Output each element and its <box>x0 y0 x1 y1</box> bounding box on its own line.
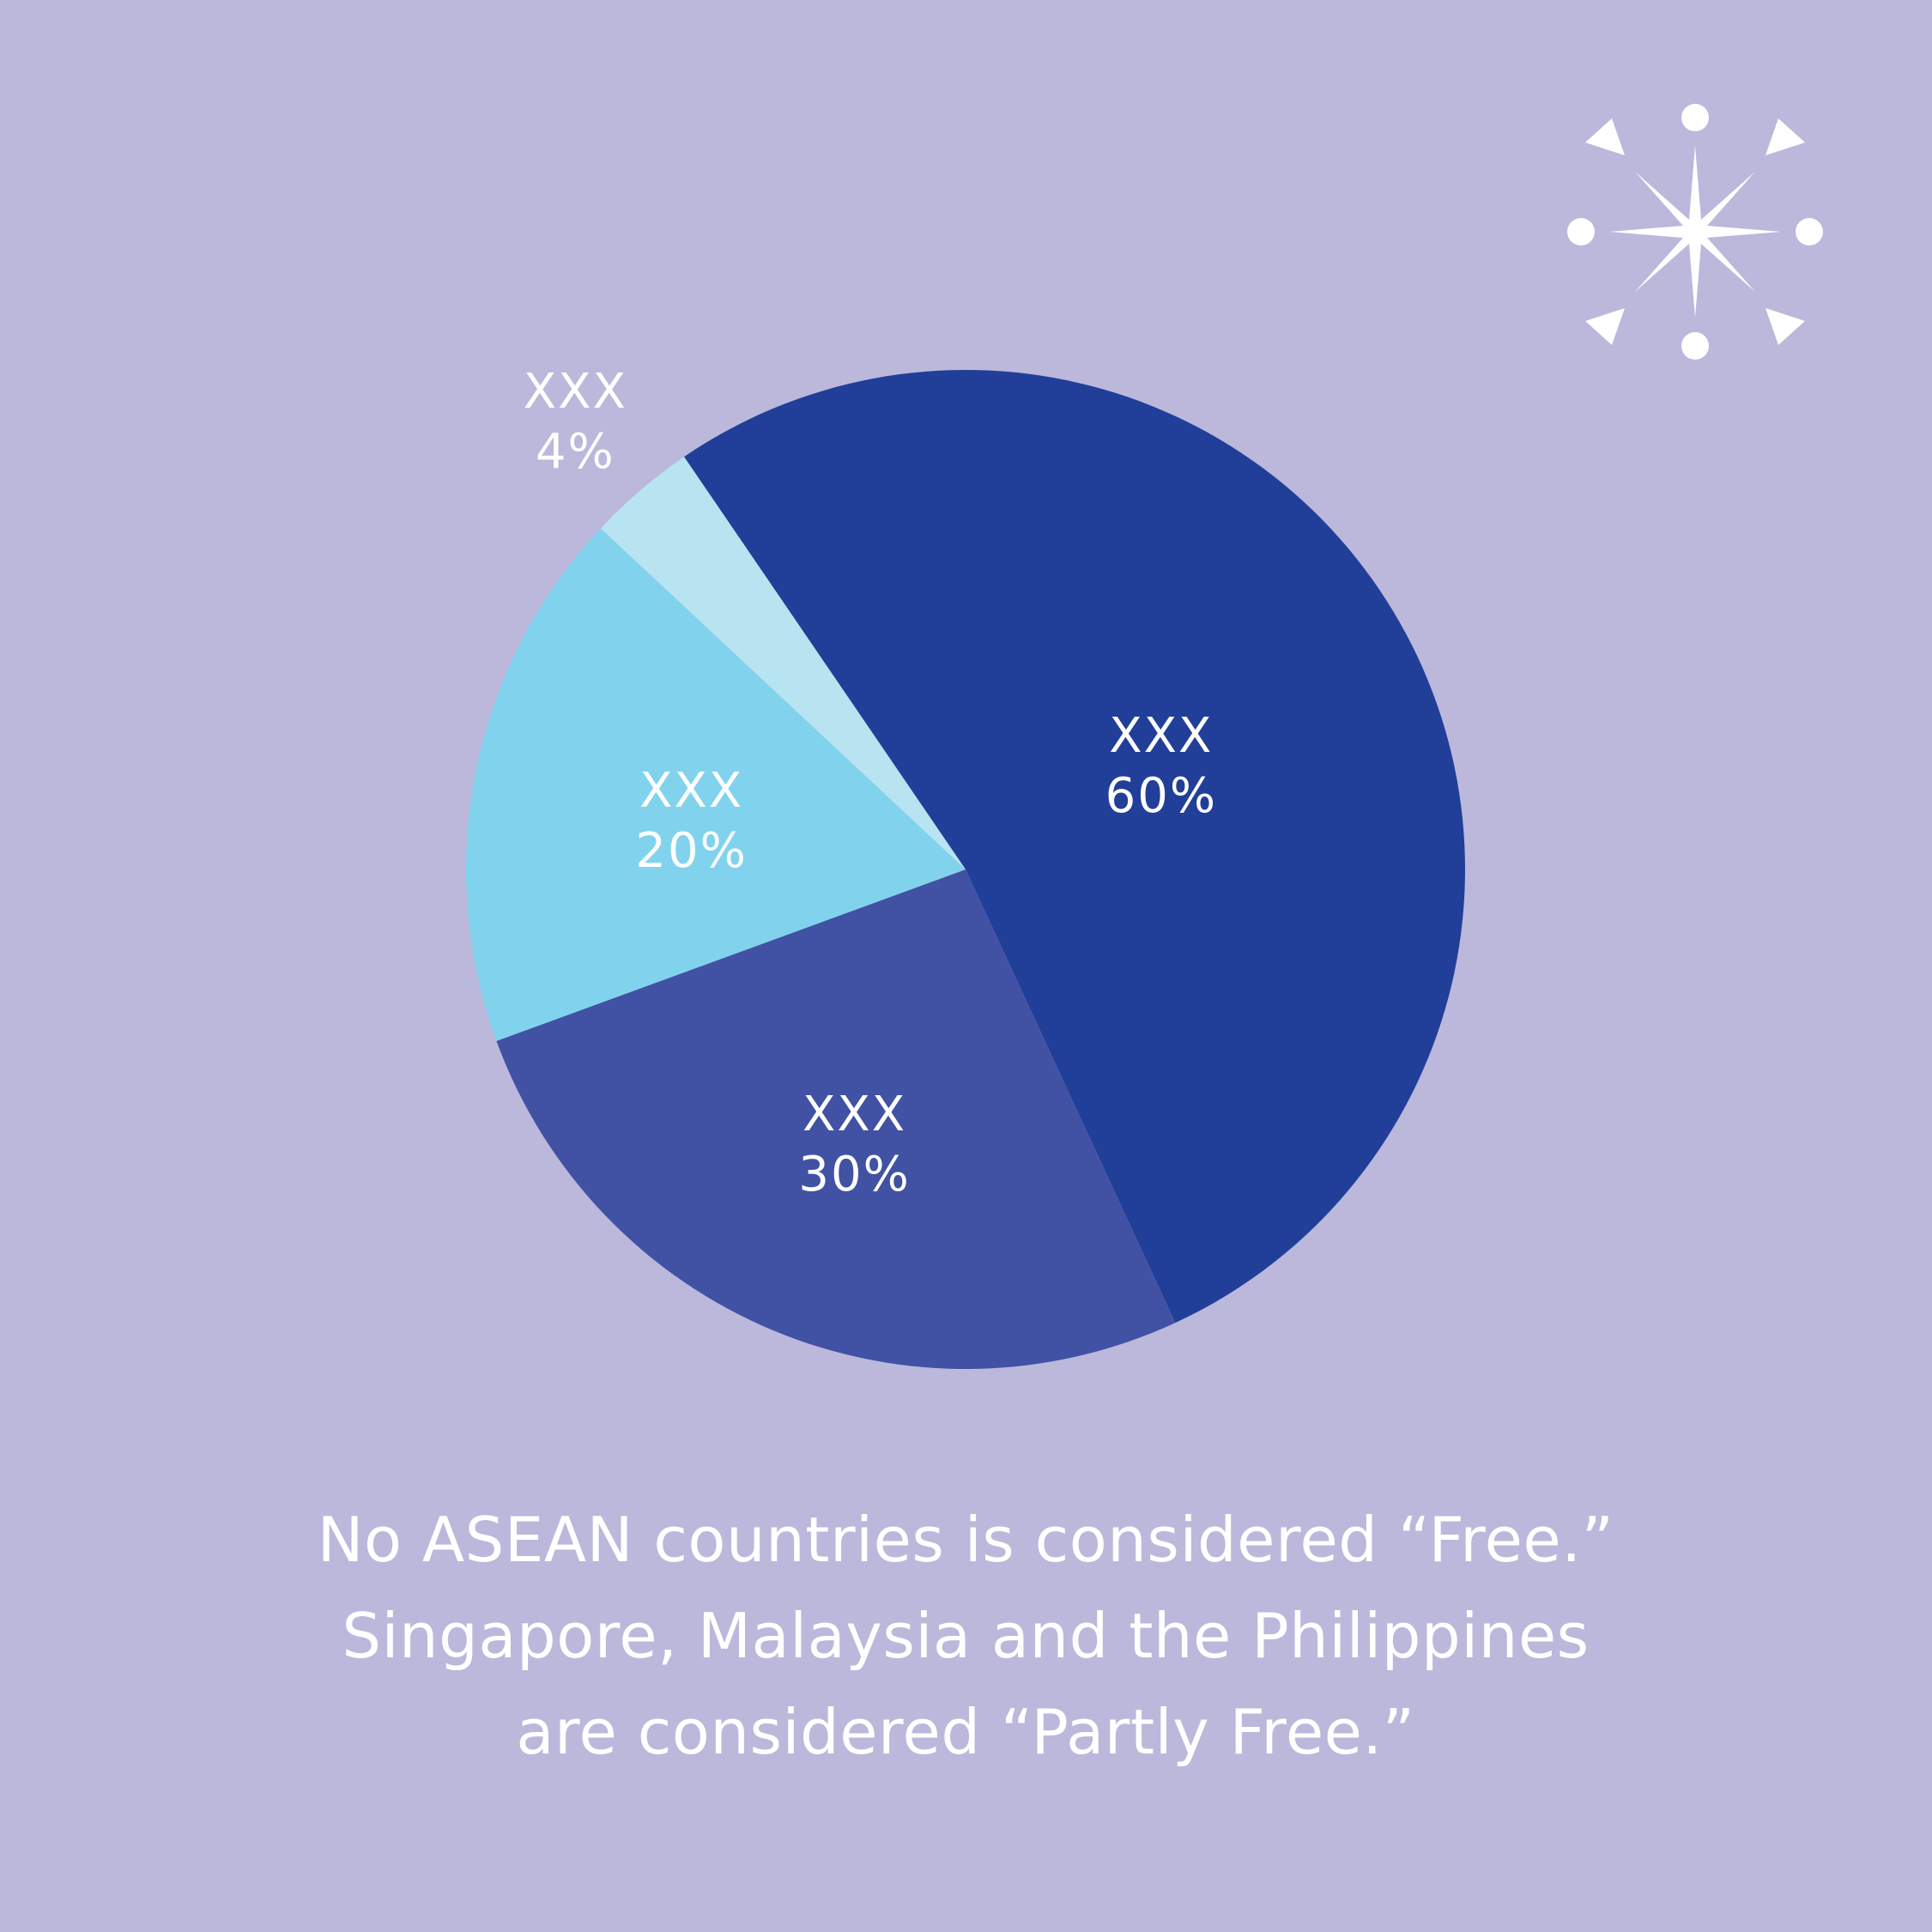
slice-label-3: XXX <box>639 763 743 819</box>
slice-value-2: 30% <box>798 1147 910 1202</box>
pie-slices <box>465 370 1465 1370</box>
caption-line-2: Singapore, Malaysia and the Philippines <box>342 1600 1590 1672</box>
pie-slice-2 <box>496 869 1176 1370</box>
caption-line-3: are considered “Partly Free.” <box>516 1696 1415 1768</box>
caption-line-1: No ASEAN countries is considered “Free.” <box>317 1504 1614 1576</box>
pie-slice-1 <box>684 370 1465 1323</box>
slice-value-1: 60% <box>1105 768 1217 824</box>
pie-slice-4 <box>600 457 966 869</box>
slice-label-2: XXX <box>802 1087 906 1142</box>
slice-label-4: XXX <box>524 364 627 420</box>
pie-slice-3 <box>465 528 966 1041</box>
sparkle-icon <box>1567 104 1823 360</box>
slice-value-4: 4% <box>536 424 615 480</box>
caption: No ASEAN countries is considered “Free.”… <box>150 1492 1781 1780</box>
slice-value-3: 20% <box>635 823 747 879</box>
slice-label-1: XXX <box>1109 708 1213 764</box>
